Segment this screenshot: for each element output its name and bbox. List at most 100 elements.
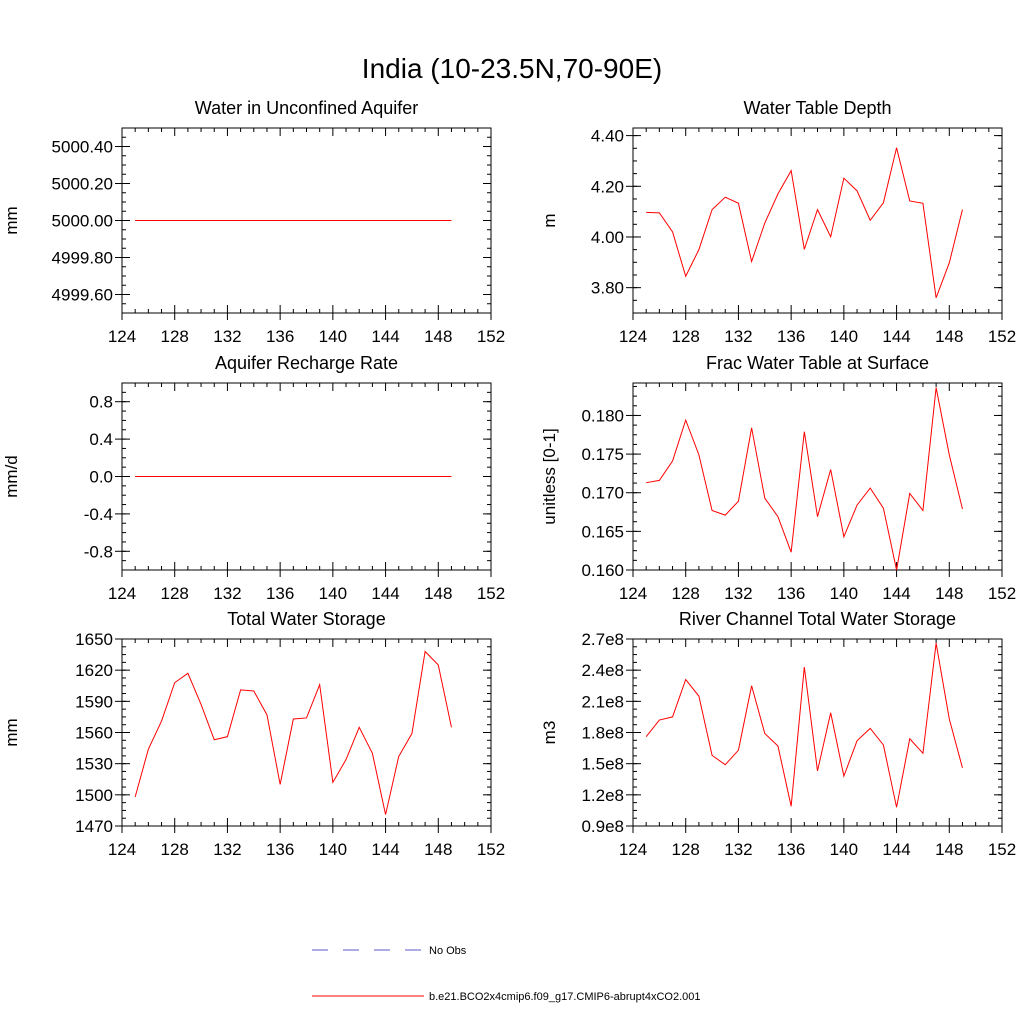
x-tick-label: 144 (371, 584, 399, 603)
y-tick-label: 0.0 (89, 468, 113, 487)
x-tick-label: 128 (161, 584, 189, 603)
y-tick-label: 1650 (75, 630, 113, 649)
legend-obs-label: No Obs (429, 945, 467, 957)
x-tick-label: 124 (619, 584, 647, 603)
y-tick-label: 1500 (75, 786, 113, 805)
panel-title: Aquifer Recharge Rate (215, 353, 398, 373)
x-tick-label: 128 (161, 840, 189, 859)
plot-frame (121, 638, 492, 827)
y-tick-label: 0.8 (89, 393, 113, 412)
figure-title: India (10-23.5N,70-90E) (362, 53, 662, 84)
y-tick-label: 5000.20 (52, 175, 113, 194)
x-tick-label: 128 (672, 840, 700, 859)
x-tick-label: 128 (672, 327, 700, 346)
x-tick-label: 140 (830, 584, 858, 603)
chart-panel-5: Total Water Storage 124 128 132 136 140 144 148… (2, 609, 505, 859)
x-tick-label: 148 (424, 327, 452, 346)
y-tick-label: 1560 (75, 724, 113, 743)
chart-panel-3: Aquifer Recharge Rate 124 128 132 136 140 144 1… (2, 353, 505, 603)
x-tick-label: 148 (935, 840, 963, 859)
y-tick-label: 2.4e8 (581, 661, 624, 680)
y-tick-label: 0.165 (581, 522, 624, 541)
panel-title: Water Table Depth (743, 98, 891, 118)
chart-panels: Water in Unconfined Aquifer 124 128 132 136 1… (2, 98, 1016, 859)
y-tick-label: 1530 (75, 755, 113, 774)
y-tick-label: 5000.00 (52, 212, 113, 231)
x-tick-label: 132 (724, 584, 752, 603)
legend-model-label: b.e21.BCO2x4cmip6.f09_g17.CMIP6-abrupt4x… (429, 991, 701, 1003)
x-tick-label: 136 (266, 584, 294, 603)
x-tick-label: 136 (777, 584, 805, 603)
x-tick-label: 140 (830, 327, 858, 346)
y-tick-label: 0.175 (581, 445, 624, 464)
x-tick-label: 152 (477, 327, 505, 346)
y-tick-label: 1.2e8 (581, 786, 624, 805)
y-tick-label: 0.180 (581, 406, 624, 425)
x-tick-label: 152 (477, 840, 505, 859)
x-tick-label: 124 (619, 840, 647, 859)
y-tick-label: 1.8e8 (581, 724, 624, 743)
x-tick-label: 128 (161, 327, 189, 346)
x-tick-label: 144 (371, 327, 399, 346)
series-line-model (646, 147, 963, 298)
plot-frame (632, 382, 1003, 571)
x-tick-label: 124 (108, 840, 136, 859)
y-tick-label: 4.40 (591, 127, 624, 146)
x-tick-label: 132 (724, 327, 752, 346)
panel-title: Frac Water Table at Surface (706, 353, 929, 373)
y-tick-label: 0.9e8 (581, 817, 624, 836)
y-axis-label: mm/d (2, 455, 21, 498)
x-tick-label: 152 (477, 584, 505, 603)
x-tick-label: 136 (266, 840, 294, 859)
plot-frame (632, 638, 1003, 827)
y-axis-label: mm (2, 718, 21, 746)
x-tick-label: 144 (882, 840, 910, 859)
x-tick-label: 148 (424, 840, 452, 859)
y-axis-label: m3 (540, 721, 559, 745)
x-tick-label: 136 (777, 840, 805, 859)
y-tick-label: 4999.60 (52, 286, 113, 305)
x-tick-label: 124 (619, 327, 647, 346)
panel-title: River Channel Total Water Storage (679, 609, 956, 629)
x-tick-label: 152 (988, 584, 1016, 603)
x-tick-label: 144 (882, 584, 910, 603)
x-tick-label: 140 (319, 327, 347, 346)
x-tick-label: 144 (882, 327, 910, 346)
x-tick-label: 136 (266, 327, 294, 346)
x-tick-label: 124 (108, 327, 136, 346)
x-tick-label: 140 (319, 584, 347, 603)
x-tick-label: 152 (988, 840, 1016, 859)
chart-panel-6: River Channel Total Water Storage 124 128 1… (540, 609, 1016, 859)
x-tick-label: 128 (672, 584, 700, 603)
x-tick-label: 132 (213, 584, 241, 603)
y-tick-label: 4999.80 (52, 249, 113, 268)
chart-panel-1: Water in Unconfined Aquifer 124 128 132 136 1… (2, 98, 505, 346)
x-tick-label: 136 (777, 327, 805, 346)
y-tick-label: 2.7e8 (581, 630, 624, 649)
y-axis-label: m (540, 213, 559, 227)
y-axis-label: unitless [0-1] (540, 428, 559, 524)
panel-title: Water in Unconfined Aquifer (195, 98, 418, 118)
plot-frame (632, 127, 1003, 314)
y-tick-label: 5000.40 (52, 138, 113, 157)
y-tick-label: 0.160 (581, 561, 624, 580)
y-tick-label: -0.4 (84, 505, 113, 524)
y-tick-label: 1620 (75, 661, 113, 680)
x-tick-label: 132 (213, 840, 241, 859)
x-tick-label: 152 (988, 327, 1016, 346)
x-tick-label: 144 (371, 840, 399, 859)
x-tick-label: 148 (935, 327, 963, 346)
x-tick-label: 132 (213, 327, 241, 346)
y-tick-label: 0.170 (581, 484, 624, 503)
x-tick-label: 140 (319, 840, 347, 859)
x-tick-label: 140 (830, 840, 858, 859)
y-tick-label: 4.20 (591, 177, 624, 196)
y-tick-label: -0.8 (84, 542, 113, 561)
x-tick-label: 132 (724, 840, 752, 859)
chart-panel-2: Water Table Depth 124 128 132 136 140 144 148 15… (540, 98, 1016, 346)
y-tick-label: 1590 (75, 692, 113, 711)
y-tick-label: 2.1e8 (581, 692, 624, 711)
x-tick-label: 124 (108, 584, 136, 603)
y-tick-label: 1.5e8 (581, 755, 624, 774)
